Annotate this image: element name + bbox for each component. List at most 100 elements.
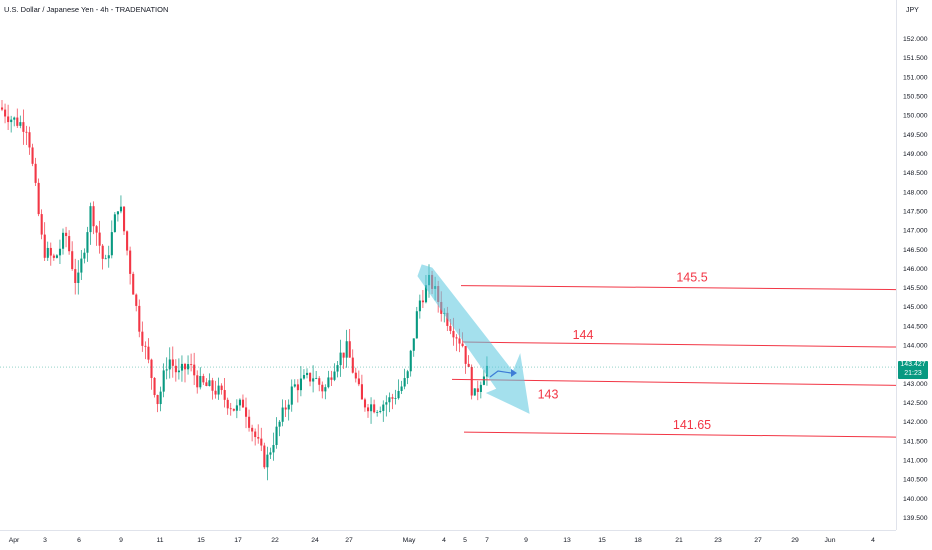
- right-arrow-annotation: [489, 370, 512, 378]
- level-label: 143: [538, 387, 559, 401]
- candle-down: [71, 251, 74, 270]
- level-line: [460, 285, 897, 291]
- price-tick-label: 149.000: [903, 151, 928, 158]
- candle-down: [351, 357, 354, 373]
- candle-up: [168, 359, 171, 370]
- price-tick-label: 139.500: [903, 515, 928, 522]
- time-tick-label: 6: [77, 537, 81, 544]
- price-tick-label: 151.000: [903, 74, 928, 81]
- candle-down: [34, 163, 37, 183]
- candle-up: [269, 452, 272, 455]
- candle-up: [180, 363, 184, 371]
- candle-down: [190, 364, 193, 365]
- candle-up: [110, 232, 113, 256]
- candle-down: [476, 388, 479, 392]
- candle-up: [339, 352, 342, 366]
- candle-down: [232, 408, 235, 411]
- candle-up: [104, 258, 107, 260]
- annotations-layer: [417, 264, 530, 414]
- candle-up: [89, 206, 92, 233]
- candle-down: [296, 384, 299, 391]
- candle-down: [135, 294, 138, 306]
- candle-down: [455, 337, 458, 339]
- candle-down: [461, 343, 464, 347]
- time-tick-label: 24: [311, 537, 319, 544]
- price-tick-label: 147.500: [903, 208, 928, 215]
- candle-up: [287, 404, 290, 410]
- candle-up: [119, 206, 123, 212]
- price-tick-label: 143.000: [903, 381, 928, 388]
- candle-up: [406, 371, 409, 379]
- candle-down: [223, 390, 226, 400]
- candle-up: [238, 399, 241, 406]
- candle-up: [299, 378, 302, 391]
- candle-down: [202, 376, 205, 383]
- candle-down: [184, 363, 187, 370]
- time-tick-label: Apr: [9, 537, 20, 544]
- down-arrow-annotation: [417, 264, 530, 414]
- candle-up: [217, 385, 220, 395]
- last-price-tag: 143.427 21:23: [898, 361, 928, 379]
- candle-up: [208, 380, 211, 386]
- time-tick-label: 18: [634, 537, 642, 544]
- candle-down: [31, 147, 34, 164]
- candle-up: [306, 372, 309, 376]
- candle-down: [357, 378, 360, 385]
- right-arrow-head: [511, 369, 517, 377]
- candle-up: [83, 252, 86, 259]
- candle-down: [68, 236, 71, 252]
- candle-down: [367, 407, 370, 412]
- candle-up: [385, 402, 388, 405]
- candle-down: [342, 352, 345, 358]
- candle-down: [22, 122, 25, 132]
- candle-up: [199, 376, 202, 388]
- price-tick-label: 150.500: [903, 93, 928, 100]
- candle-up: [397, 390, 400, 399]
- candle-up: [336, 365, 339, 372]
- candle-down: [74, 269, 77, 283]
- price-tick-label: 144.500: [903, 323, 928, 330]
- time-axis[interactable]: Apr 3 6 9 11 15 17 22 24 27 May 4 5 7 9 13 15 18 21 23 27 29 J…: [9, 537, 875, 544]
- price-axis[interactable]: 152.000 151.500 151.000 150.500 150.000 149.5…: [903, 36, 928, 522]
- candle-down: [470, 366, 473, 396]
- candle-down: [421, 300, 424, 303]
- candle-up: [312, 378, 315, 382]
- candle-down: [446, 312, 449, 326]
- candle-up: [415, 311, 418, 339]
- candle-down: [391, 397, 394, 399]
- candle-up: [324, 387, 327, 392]
- candle-up: [113, 214, 116, 233]
- candle-down: [318, 378, 321, 385]
- candle-down: [98, 232, 101, 246]
- time-tick-label: May: [403, 537, 416, 544]
- candle-down: [65, 232, 68, 237]
- candle-down: [360, 384, 363, 400]
- price-tick-label: 145.500: [903, 285, 928, 292]
- candle-up: [80, 258, 83, 273]
- candle-down: [193, 364, 196, 376]
- levels-layer: 145.5 144 143 141.65: [451, 271, 897, 438]
- price-tick-label: 140.500: [903, 477, 928, 484]
- candle-up: [275, 426, 278, 446]
- candle-down: [220, 385, 223, 391]
- price-tick-label: 145.000: [903, 304, 928, 311]
- candle-down: [101, 245, 104, 259]
- time-tick-label: 29: [791, 537, 799, 544]
- candle-up: [55, 255, 58, 258]
- time-tick-label: 22: [271, 537, 279, 544]
- candle-up: [10, 119, 13, 123]
- candle-up: [116, 211, 119, 215]
- time-tick-label: 15: [197, 537, 205, 544]
- candle-down: [205, 382, 208, 386]
- candle-up: [315, 378, 318, 380]
- candle-down: [309, 372, 312, 382]
- candle-down: [211, 380, 214, 391]
- candle-down: [257, 437, 260, 439]
- candle-up: [13, 117, 16, 120]
- candle-down: [25, 131, 28, 133]
- time-tick-label: 27: [345, 537, 353, 544]
- candle-up: [409, 350, 412, 372]
- candle-up: [473, 388, 476, 396]
- candle-down: [214, 390, 217, 395]
